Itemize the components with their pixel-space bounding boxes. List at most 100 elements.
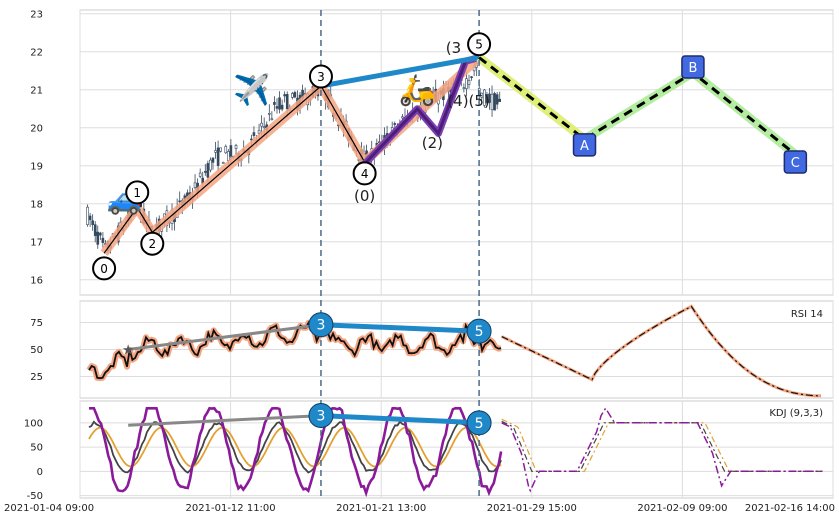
y-tick-label: 23 [30, 9, 43, 20]
kdj-j-projection [501, 406, 823, 493]
y-tick-label: -50 [27, 491, 43, 502]
rsi-divergence-label: 3 [316, 318, 325, 334]
candle-body [221, 162, 225, 164]
candle-body [280, 104, 284, 110]
y-tick-label: 17 [30, 237, 43, 248]
candle-body [488, 93, 491, 103]
candle-body [214, 150, 217, 153]
kdj-divergence-marker [308, 403, 334, 429]
x-tick-label: 2021-02-09 09:00 [637, 503, 727, 514]
candle-body [273, 102, 276, 105]
candle-body [470, 76, 473, 79]
candle-body [198, 172, 202, 177]
price-divergence-line [320, 55, 480, 89]
x-tick-label: 2021-02-16 14:00 [745, 503, 835, 514]
rsi-line [88, 320, 502, 380]
y-tick-label: 25 [30, 372, 43, 383]
wave-label: 5 [475, 38, 483, 52]
rsi-divergence-marker [308, 312, 334, 338]
wave-label: (0) [354, 187, 375, 205]
candle-body [275, 106, 279, 109]
wave-label-box [681, 55, 705, 79]
x-tick-label: 2021-01-04 09:00 [4, 503, 94, 514]
candle-body [393, 123, 397, 125]
wave-label: C [791, 156, 800, 171]
wave-label-circle [140, 231, 165, 256]
rsi-divergence-line [320, 322, 480, 334]
rsi-series [86, 304, 821, 398]
y-tick-label: 21 [30, 85, 43, 96]
emoji-marker: 🛵 [399, 73, 436, 108]
candle-body [101, 237, 105, 243]
wave-label-box [572, 133, 597, 157]
candle-body [91, 220, 94, 226]
wave-label: 4 [361, 167, 369, 181]
kdj-legend: KDJ (9,3,3) [769, 408, 823, 419]
candle-body [229, 145, 233, 157]
y-tick-label: 20 [30, 123, 43, 134]
wave-label-circle [92, 256, 117, 281]
candle-body [283, 94, 286, 97]
candle-body [250, 138, 253, 141]
emoji-marker: ✈️ [233, 71, 270, 108]
candle-body [268, 112, 271, 115]
rsi-projection-line [501, 305, 821, 397]
rsi-divergence-marker [466, 318, 492, 344]
y-tick-label: 22 [30, 47, 43, 58]
wave-label: B [688, 61, 697, 76]
wave-label-box [783, 150, 808, 174]
corrective-wave-line [478, 56, 797, 156]
kdj-divergence-label: 3 [316, 409, 325, 425]
candle-body [99, 232, 102, 236]
candle-body [234, 145, 238, 149]
candle-body [278, 97, 281, 110]
candle-body [285, 94, 289, 110]
candle-body [465, 78, 468, 89]
candle-body [498, 98, 502, 102]
candle-body [493, 93, 496, 111]
candle-body [219, 147, 222, 152]
candle-body [291, 93, 294, 98]
candle-body [211, 157, 215, 163]
x-tick-label: 2021-01-29 15:00 [487, 503, 577, 514]
wave-label-circle [467, 32, 492, 57]
y-tick-label: 0 [37, 467, 43, 478]
wave-label: (2) [422, 134, 443, 152]
candle-body [193, 182, 197, 188]
kdj-divergence-line [320, 413, 480, 426]
rsi-divergence-label: 5 [475, 324, 484, 340]
kdj-divergence-marker [466, 410, 492, 436]
y-tick-label: 50 [30, 443, 43, 454]
candle-body [252, 132, 256, 136]
kdj-d-line [88, 426, 502, 468]
wave-label: 2 [148, 237, 156, 251]
candle-body [270, 118, 274, 121]
y-tick-label: 50 [30, 345, 43, 356]
candle-body [401, 116, 404, 119]
kdj-trend-line [128, 414, 322, 427]
axis-labels: 2021-01-04 09:00 2021-01-12 11:00 2021-01-… [4, 9, 835, 514]
candle-body [260, 122, 263, 127]
candle-body [483, 89, 486, 106]
rsi-trend-line [128, 323, 322, 351]
x-tick-label: 2021-01-12 11:00 [186, 503, 276, 514]
wave-label: (4)(5) [447, 92, 490, 110]
price-panel [79, 9, 834, 296]
wave-label: 1 [133, 186, 141, 200]
candle-body [262, 126, 266, 128]
candle-body [206, 163, 210, 178]
candle-body [88, 215, 92, 221]
candle-body [209, 159, 212, 171]
kdj-divergence-label: 5 [475, 416, 484, 432]
candle-body [257, 129, 261, 134]
candle-body [96, 231, 100, 245]
x-tick-label: 2021-01-21 13:00 [336, 503, 426, 514]
candle-body [467, 80, 471, 85]
rsi-legend: RSI 14 [791, 309, 823, 320]
kdj-panel [79, 400, 834, 499]
y-tick-label: 19 [30, 161, 43, 172]
candle-body [216, 147, 220, 166]
y-tick-label: 16 [30, 275, 43, 286]
candle-body [227, 151, 230, 161]
